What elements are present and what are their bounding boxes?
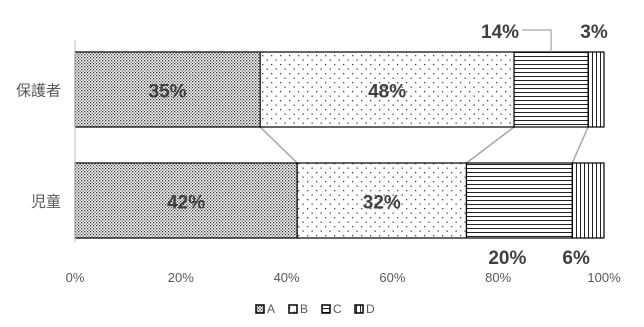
legend-label: C bbox=[333, 302, 342, 316]
bar-a-2 bbox=[74, 162, 298, 239]
legend-label: B bbox=[300, 302, 308, 316]
data-label-d: 3% bbox=[580, 22, 608, 43]
data-label-d: 6% bbox=[562, 248, 590, 269]
bar-d-2 bbox=[571, 162, 605, 239]
bar-a-1 bbox=[74, 51, 261, 128]
series-line-a bbox=[259, 126, 298, 164]
x-tick-label: 0% bbox=[66, 270, 85, 285]
legend-label: A bbox=[267, 302, 275, 316]
data-label-a: 42% bbox=[167, 193, 205, 214]
bars-group bbox=[74, 51, 605, 239]
x-tick-label: 40% bbox=[274, 270, 300, 285]
bar-c-2 bbox=[465, 162, 573, 239]
bar-b-1 bbox=[259, 51, 515, 128]
data-label-b: 32% bbox=[363, 193, 401, 214]
legend-swatch-a bbox=[255, 304, 265, 314]
data-label-c: 14% bbox=[481, 22, 519, 43]
category-label: 保護者 bbox=[16, 83, 61, 100]
legend-swatch-d bbox=[354, 304, 364, 314]
legend-swatch-c bbox=[321, 304, 331, 314]
series-line-c bbox=[571, 126, 589, 164]
data-label-b: 48% bbox=[368, 82, 406, 103]
series-line-b bbox=[466, 126, 515, 164]
data-label-c: 20% bbox=[488, 248, 526, 269]
legend: A B C D bbox=[255, 302, 375, 316]
bar-b-2 bbox=[296, 162, 468, 239]
bar-d-1 bbox=[587, 51, 605, 128]
series-connector-lines bbox=[259, 126, 589, 164]
data-label-a: 35% bbox=[149, 82, 187, 103]
bar-c-1 bbox=[513, 51, 589, 128]
x-tick-label: 20% bbox=[168, 270, 194, 285]
leader-line bbox=[522, 29, 552, 52]
x-tick-label: 80% bbox=[485, 270, 511, 285]
data-labels-group: 35% 48% 14% 3% 42% 32% 20% 6% bbox=[149, 22, 608, 269]
x-tick-label: 60% bbox=[379, 270, 405, 285]
x-tick-label: 100% bbox=[587, 270, 621, 285]
category-label: 児童 bbox=[31, 193, 61, 211]
legend-label: D bbox=[366, 302, 375, 316]
legend-swatch-b bbox=[288, 304, 298, 314]
